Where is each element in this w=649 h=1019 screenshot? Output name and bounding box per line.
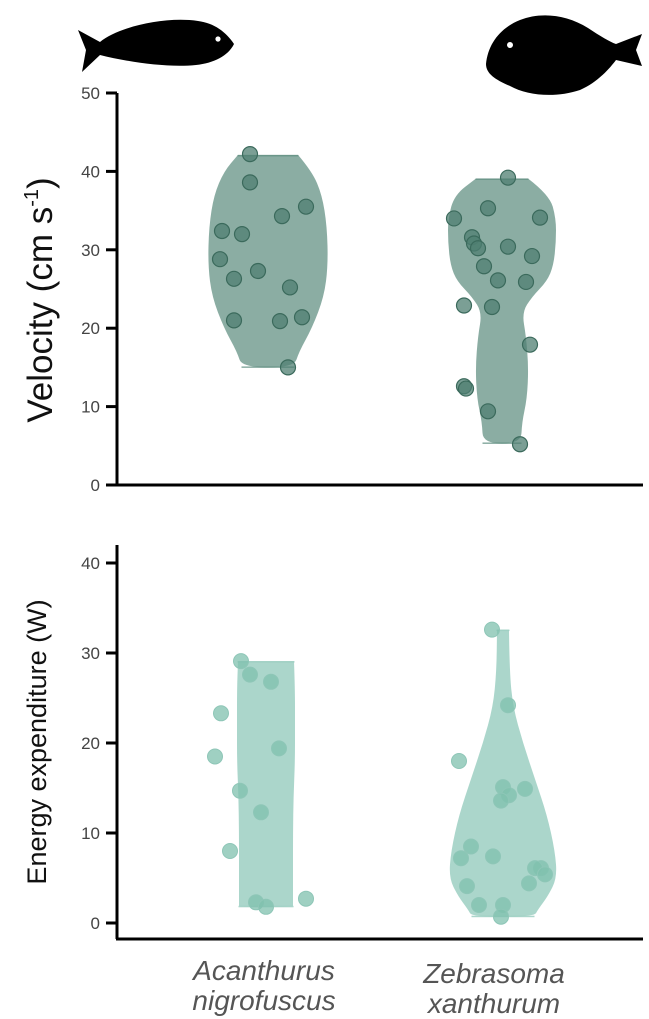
data-point-zebrasoma — [499, 169, 517, 186]
energy-y-label: Energy expenditure (W) — [22, 599, 52, 884]
data-point-acanthurus — [242, 666, 258, 683]
y-tick-label: 20 — [81, 319, 100, 338]
x-category-labels: Acanthurus nigrofuscus Zebrasoma xanthur… — [191, 955, 565, 1019]
data-point-acanthurus — [271, 740, 287, 757]
data-point-acanthurus — [249, 262, 267, 280]
velocity-panel: 0 10 20 30 40 50 Velocity (cm s-1) — [21, 84, 643, 495]
energy-violins — [237, 629, 557, 918]
data-point-zebrasoma — [479, 200, 497, 217]
y-tick-label: 0 — [91, 914, 100, 933]
data-point-zebrasoma — [455, 297, 473, 314]
data-point-acanthurus — [253, 804, 269, 821]
data-point-zebrasoma — [484, 621, 500, 638]
y-tick-label: 10 — [81, 398, 100, 417]
data-point-zebrasoma — [463, 838, 479, 855]
velocity-y-ticks: 0 10 20 30 40 50 — [81, 84, 117, 495]
data-point-acanthurus — [271, 313, 289, 330]
data-point-zebrasoma — [517, 780, 533, 797]
data-point-acanthurus — [281, 279, 299, 296]
data-point-acanthurus — [207, 748, 223, 765]
y-tick-label: 40 — [81, 162, 100, 181]
data-point-zebrasoma — [521, 875, 537, 892]
energy-y-ticks: 0 10 20 30 40 — [81, 554, 117, 933]
violin-cap — [237, 661, 295, 663]
data-point-zebrasoma — [523, 247, 541, 265]
data-point-acanthurus — [241, 146, 259, 163]
data-point-acanthurus — [293, 309, 311, 326]
acanthurus-fish-silhouette-icon — [78, 19, 234, 72]
data-point-acanthurus — [222, 843, 238, 859]
velocity-points — [211, 146, 549, 453]
data-point-zebrasoma — [471, 897, 487, 913]
data-point-acanthurus — [233, 226, 251, 243]
data-point-zebrasoma — [511, 436, 529, 453]
data-point-acanthurus — [263, 673, 279, 690]
x-label-acanthurus-line1: Acanthurus — [191, 955, 335, 986]
zebrasoma-fish-silhouette-icon — [486, 15, 642, 95]
violin-cap — [496, 629, 510, 632]
y-tick-label: 50 — [81, 84, 100, 103]
violin-cap — [241, 366, 295, 368]
data-point-zebrasoma — [489, 272, 507, 289]
data-point-acanthurus — [258, 898, 274, 915]
y-tick-label: 0 — [91, 476, 100, 495]
data-point-zebrasoma — [493, 908, 509, 925]
violin-acanthurus — [237, 661, 295, 907]
violin-cap — [482, 442, 522, 444]
data-point-acanthurus — [298, 890, 314, 907]
y-tick-label: 20 — [81, 734, 100, 753]
data-point-zebrasoma — [483, 298, 501, 316]
data-point-zebrasoma — [479, 403, 497, 420]
data-point-zebrasoma — [475, 258, 493, 275]
energy-panel: 0 10 20 30 40 Energy expenditure (W) — [22, 545, 643, 941]
data-point-acanthurus — [297, 198, 315, 215]
data-point-zebrasoma — [445, 210, 463, 227]
data-point-acanthurus — [273, 207, 291, 225]
data-point-zebrasoma — [517, 273, 535, 291]
data-point-zebrasoma — [485, 848, 501, 865]
data-point-acanthurus — [211, 251, 229, 268]
data-point-acanthurus — [225, 270, 243, 287]
data-point-zebrasoma — [459, 878, 475, 895]
data-point-zebrasoma — [493, 792, 509, 809]
data-point-zebrasoma — [500, 697, 516, 714]
y-tick-label: 30 — [81, 644, 100, 663]
data-point-acanthurus — [232, 782, 248, 799]
data-point-zebrasoma — [531, 209, 549, 226]
data-point-zebrasoma — [469, 240, 487, 257]
energy-points — [207, 621, 553, 925]
y-tick-label: 10 — [81, 824, 100, 843]
data-point-zebrasoma — [451, 753, 467, 769]
data-point-zebrasoma — [457, 380, 475, 397]
y-tick-label: 30 — [81, 241, 100, 260]
data-point-acanthurus — [213, 705, 229, 722]
velocity-y-label: Velocity (cm s-1) — [21, 177, 60, 422]
y-tick-label: 40 — [81, 554, 100, 573]
velocity-violins — [208, 154, 556, 444]
data-point-acanthurus — [233, 653, 249, 670]
data-point-zebrasoma — [537, 866, 553, 883]
data-point-acanthurus — [225, 312, 243, 329]
x-label-zebrasoma-line1: Zebrasoma — [422, 958, 565, 989]
data-point-acanthurus — [213, 222, 231, 240]
data-point-zebrasoma — [499, 238, 517, 255]
x-label-zebrasoma-line2: xanthurum — [426, 988, 560, 1019]
data-point-zebrasoma — [453, 850, 469, 867]
x-label-acanthurus-line2: nigrofuscus — [192, 985, 335, 1016]
violin-cap — [237, 154, 299, 157]
data-point-acanthurus — [241, 174, 259, 191]
data-point-acanthurus — [279, 359, 297, 376]
data-point-zebrasoma — [521, 336, 539, 353]
